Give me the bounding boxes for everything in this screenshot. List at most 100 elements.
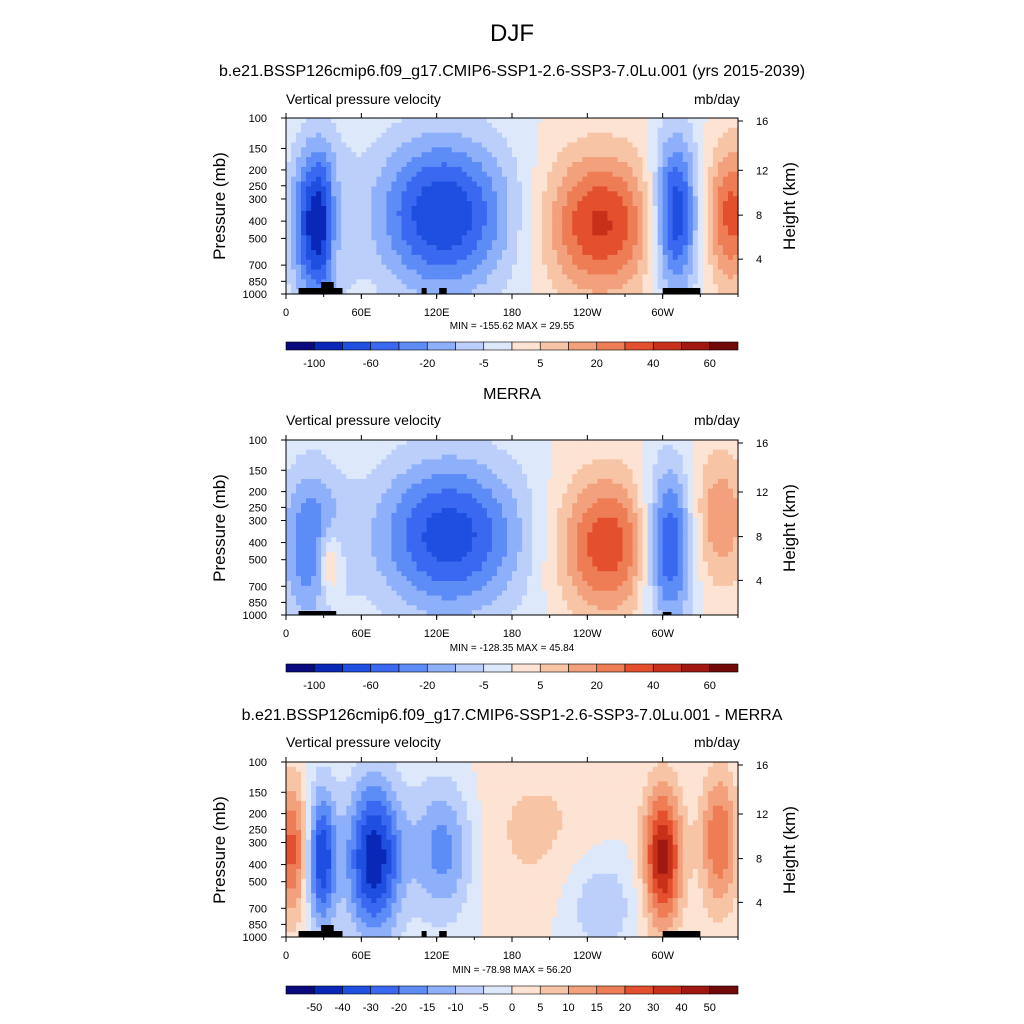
heatmap-cell (326, 546, 332, 553)
heatmap-cell (682, 220, 689, 227)
heatmap-cell (506, 225, 513, 232)
heatmap-cell (456, 259, 463, 266)
heatmap-cell (386, 600, 393, 606)
heatmap-cell (446, 542, 453, 548)
heatmap-cell (461, 220, 468, 227)
heatmap-cell (607, 147, 614, 153)
heatmap-cell (647, 220, 654, 227)
heatmap-cell (391, 191, 398, 197)
heatmap-cell (386, 527, 393, 533)
heatmap-cell (331, 440, 337, 446)
heatmap-cell (436, 527, 443, 533)
heatmap-cell (712, 147, 719, 153)
heatmap-cell (662, 210, 669, 217)
heatmap-cell (426, 201, 433, 207)
heatmap-cell (697, 191, 704, 197)
heatmap-cell (386, 264, 393, 271)
heatmap-cell (356, 522, 362, 529)
heatmap-cell (522, 264, 528, 271)
heatmap-cell (441, 542, 448, 548)
heatmap-cell (401, 132, 408, 139)
heatmap-cell (411, 269, 418, 276)
heatmap-cell (481, 269, 488, 276)
heatmap-cell (707, 206, 714, 212)
heatmap-cell (491, 152, 498, 158)
heatmap-cell (632, 152, 639, 158)
heatmap-cell (361, 469, 367, 475)
heatmap-cell (456, 537, 463, 543)
heatmap-cell (416, 230, 423, 236)
x-tick-label: 0 (283, 307, 289, 319)
heatmap-cell (421, 186, 428, 192)
heatmap-cell (351, 196, 357, 202)
heatmap-cell (371, 127, 377, 134)
heatmap-cell (697, 201, 704, 207)
heatmap-cell (466, 289, 473, 295)
heatmap-cell (471, 493, 478, 499)
heatmap-cell (346, 230, 352, 236)
heatmap-cell (451, 474, 458, 480)
heatmap-cell (426, 274, 433, 280)
heatmap-cell (431, 142, 438, 148)
heatmap-cell (501, 201, 508, 207)
heatmap-cell (356, 449, 362, 456)
heatmap-cell (557, 215, 563, 222)
heatmap-cell (557, 147, 563, 153)
heatmap-cell (341, 610, 347, 616)
heatmap-cell (627, 254, 634, 261)
heatmap-cell (321, 474, 327, 480)
heatmap-cell (386, 561, 393, 567)
heatmap-cell (361, 483, 367, 490)
heatmap-cell (572, 269, 578, 276)
heatmap-cell (647, 122, 654, 129)
heatmap-cell (481, 464, 488, 470)
heatmap-cell (386, 595, 393, 602)
heatmap-cell (336, 166, 342, 173)
heatmap-cell (361, 254, 367, 261)
heatmap-cell (682, 201, 689, 207)
heatmap-cell (416, 493, 423, 499)
heatmap-cell (341, 152, 347, 158)
heatmap-cell (411, 186, 418, 192)
heatmap-cell (517, 127, 523, 134)
heatmap-cell (612, 157, 619, 163)
heatmap-cell (697, 142, 704, 148)
heatmap-cell (597, 279, 603, 285)
heatmap-cell (351, 220, 357, 227)
heatmap-cell (391, 118, 398, 124)
heatmap-cell (522, 250, 528, 256)
heatmap-cell (306, 162, 312, 168)
heatmap-cell (336, 522, 342, 529)
heatmap-cell (396, 469, 403, 475)
heatmap-cell (512, 264, 518, 271)
heatmap-cell (311, 264, 317, 271)
heatmap-cell (431, 127, 438, 134)
heatmap-cell (602, 201, 609, 207)
heatmap-cell (366, 166, 372, 173)
heatmap-cell (451, 605, 458, 611)
heatmap-cell (366, 454, 372, 461)
heatmap-cell (416, 220, 423, 227)
heatmap-cell (411, 250, 418, 256)
heatmap-cell (567, 230, 573, 236)
heatmap-cell (366, 147, 372, 153)
heatmap-cell (481, 137, 488, 144)
heatmap-cell (647, 225, 654, 232)
heatmap-cell (411, 600, 418, 606)
heatmap-cell (341, 210, 347, 217)
heatmap-cell (286, 210, 292, 217)
heatmap-cell (361, 503, 367, 509)
heatmap-cell (642, 279, 649, 285)
heatmap-cell (592, 230, 598, 236)
heatmap-cell (512, 508, 518, 514)
heatmap-cell (451, 142, 458, 148)
heatmap-cell (321, 576, 327, 582)
heatmap-cell (522, 215, 528, 222)
heatmap-cell (291, 488, 297, 495)
heatmap-cell (486, 532, 493, 538)
heatmap-cell (491, 235, 498, 241)
heatmap-cell (376, 166, 383, 173)
heatmap-cell (491, 132, 498, 139)
heatmap-cell (697, 264, 704, 271)
heatmap-cell (396, 503, 403, 509)
